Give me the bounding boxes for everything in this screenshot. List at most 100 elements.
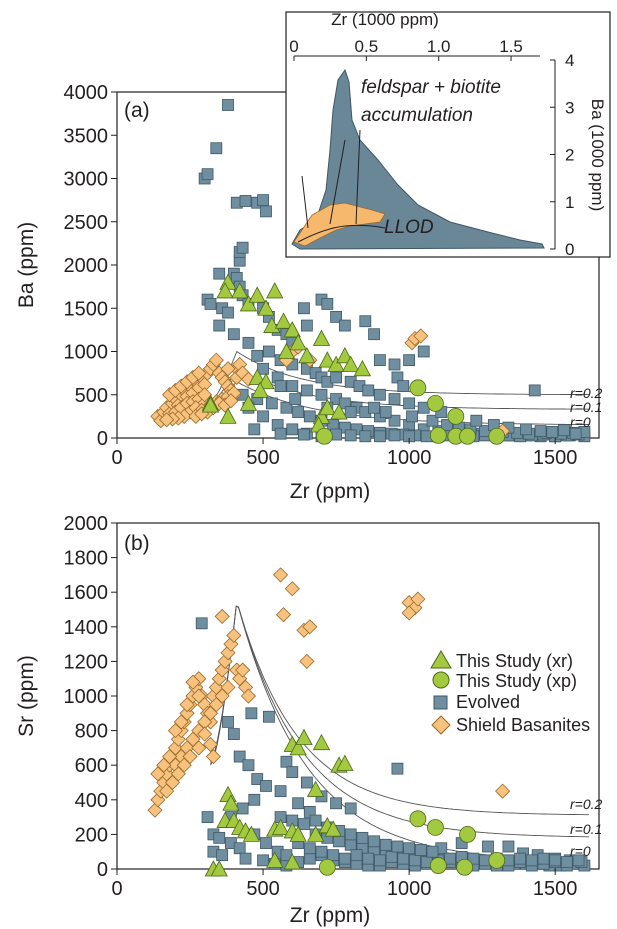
y-tick-label: 2000 <box>64 513 109 535</box>
evolved-point <box>280 401 293 414</box>
x-tick-label: 0 <box>111 447 122 469</box>
evolved-point <box>403 397 416 410</box>
xr-point <box>330 403 348 420</box>
inset-y-tick-label: 1 <box>565 193 574 212</box>
evolved-point <box>233 842 246 855</box>
evolved-point <box>344 429 357 442</box>
basanite-point <box>185 674 201 690</box>
basanite-point <box>223 393 239 409</box>
evolved-point <box>239 852 252 865</box>
legend-marker-square <box>433 695 448 710</box>
xp-point <box>316 427 333 445</box>
legend-marker-circle <box>432 671 450 689</box>
evolved-point <box>338 852 351 865</box>
evolved-point <box>417 345 430 358</box>
basanite-point <box>162 748 178 765</box>
xp-point <box>447 407 465 425</box>
evolved-point <box>549 854 562 867</box>
evolved-point <box>327 849 340 862</box>
xp-point <box>427 819 444 836</box>
basanite-point <box>299 653 315 669</box>
inset-llod-curve <box>297 224 386 243</box>
y-tick-label: 2000 <box>64 255 109 277</box>
xr-point <box>283 853 301 870</box>
evolved-point <box>298 302 310 315</box>
evolved-point <box>286 423 299 436</box>
evolved-point <box>315 845 328 858</box>
xp-point <box>409 810 427 828</box>
y-tick-label: 1600 <box>64 582 109 604</box>
evolved-point <box>213 319 226 332</box>
model-curve <box>210 605 590 816</box>
inset-y-tick-label: 4 <box>565 51 574 70</box>
xr-point <box>222 794 240 811</box>
xr-point <box>274 312 293 329</box>
inset-arrow-3 <box>355 129 361 225</box>
basanite-point <box>273 567 289 583</box>
evolved-point <box>388 393 401 405</box>
legend-label-basanites: Shield Basanites <box>456 715 590 735</box>
panel-a-curve-label-r0: r=0 <box>570 414 591 430</box>
panel-b-y-axis-label: Sr (ppm) <box>15 655 38 737</box>
evolved-point <box>236 241 249 254</box>
panel-b-curve-label-r01: r=0.1 <box>570 821 602 837</box>
xr-point <box>342 355 360 372</box>
y-tick-label: 200 <box>75 824 108 846</box>
evolved-point <box>560 856 573 868</box>
evolved-point <box>245 707 258 720</box>
evolved-point <box>248 793 261 806</box>
evolved-point <box>368 835 380 848</box>
evolved-point <box>569 427 582 440</box>
xp-point <box>488 851 506 869</box>
y-tick-label: 0 <box>97 428 108 450</box>
evolved-point <box>248 423 261 436</box>
basanite-point <box>220 679 236 695</box>
xr-point <box>266 282 284 299</box>
xr-point <box>266 851 284 868</box>
xr-point <box>239 295 258 312</box>
inset-x-tick-label: 1.5 <box>499 37 523 56</box>
xp-point <box>459 427 476 445</box>
xp-point <box>488 427 506 445</box>
evolved-point <box>546 426 559 438</box>
xr-point <box>216 282 234 299</box>
inset-arrow-2 <box>329 139 346 225</box>
evolved-point <box>470 414 483 427</box>
evolved-point <box>257 410 269 423</box>
y-tick-label: 0 <box>97 859 108 881</box>
basanite-point <box>191 740 207 756</box>
evolved-point <box>391 762 404 775</box>
evolved-point <box>298 818 310 830</box>
xr-point <box>295 728 313 745</box>
evolved-point <box>356 831 369 844</box>
evolved-point <box>537 852 550 865</box>
evolved-point <box>374 430 386 443</box>
evolved-point <box>333 835 345 848</box>
evolved-point <box>426 414 439 427</box>
evolved-point <box>379 406 392 418</box>
evolved-point <box>257 854 269 867</box>
evolved-point <box>227 328 240 341</box>
inset-y-ticks: 0 1 2 3 4 <box>550 51 574 259</box>
legend-label-evolved: Evolved <box>456 692 520 712</box>
xr-point <box>312 733 331 751</box>
evolved-point <box>303 852 316 865</box>
y-tick-label: 1400 <box>64 617 109 639</box>
panel-b: 0 200 400 600 800 1000 1200 1400 1600 1800 2000 0 5… <box>15 513 603 927</box>
xr-point <box>219 785 237 803</box>
evolved-point <box>385 850 398 863</box>
x-tick-label: 1500 <box>533 878 578 900</box>
evolved-point <box>344 828 357 841</box>
basanite-point <box>275 607 292 623</box>
evolved-point <box>338 319 351 332</box>
evolved-point <box>388 414 401 427</box>
xr-point <box>231 282 249 299</box>
legend-marker-triangle <box>430 650 452 669</box>
evolved-point <box>280 755 293 768</box>
evolved-point <box>300 319 313 332</box>
evolved-point <box>210 142 223 155</box>
panel-b-points <box>147 567 591 877</box>
inset-y-tick-label: 2 <box>565 146 574 165</box>
basanite-point <box>240 688 257 704</box>
legend-label-xr: This Study (xr) <box>456 651 573 671</box>
